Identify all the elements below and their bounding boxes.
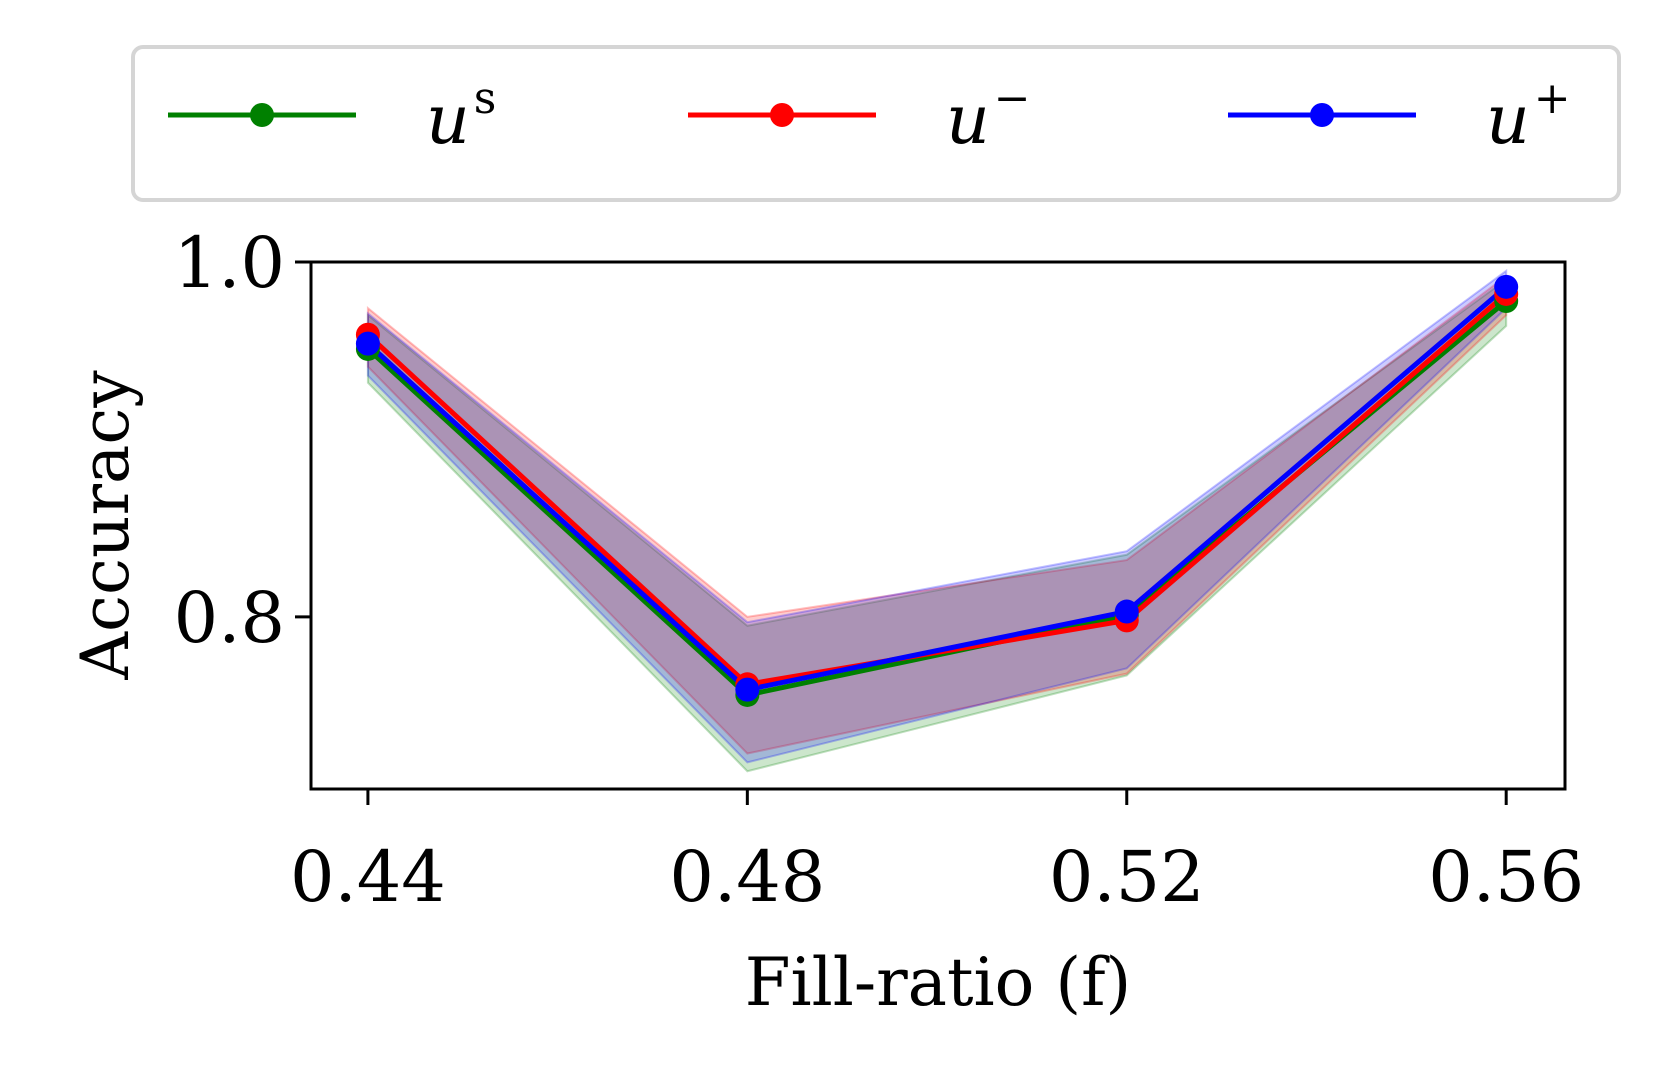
point-series-2-1 [735, 677, 760, 702]
x-tick-label-2: 0.52 [1049, 836, 1205, 918]
point-series-2-2 [1114, 599, 1139, 624]
series-markers [355, 274, 1519, 707]
band-series-1 [366, 274, 1508, 755]
y-tick-label-0: 0.8 [174, 577, 285, 659]
band-series-2 [366, 268, 1508, 764]
y-axis-title: Accuracy [67, 370, 144, 681]
y-tick-label-1: 1.0 [174, 222, 285, 304]
legend-marker-1 [770, 103, 794, 127]
legend-entries: us u− u+ [168, 73, 1571, 160]
x-tick-label-1: 0.48 [669, 836, 825, 918]
x-tick-label-3: 0.56 [1428, 836, 1584, 918]
x-axis-ticks: 0.44 0.48 0.52 0.56 [290, 789, 1584, 918]
plot-frame [309, 260, 1567, 791]
legend-frame [131, 45, 1621, 202]
legend-marker-2 [1310, 103, 1334, 127]
band-series-0 [366, 277, 1508, 773]
x-tick-label-0: 0.44 [290, 836, 446, 918]
line-series-2 [366, 284, 1508, 693]
legend-label-2: u+ [1486, 73, 1571, 160]
series-lines [366, 284, 1508, 698]
point-series-2-3 [1494, 274, 1519, 299]
point-series-2-0 [355, 331, 380, 356]
legend-marker-0 [250, 103, 274, 127]
legend-label-1: u− [946, 73, 1031, 160]
legend: us u− u+ [131, 45, 1621, 202]
legend-label-0: us [426, 73, 496, 160]
y-axis-ticks: 0.8 1.0 [174, 222, 311, 659]
x-axis-title: Fill-ratio (f) [745, 944, 1132, 1021]
confidence-bands [366, 268, 1508, 773]
